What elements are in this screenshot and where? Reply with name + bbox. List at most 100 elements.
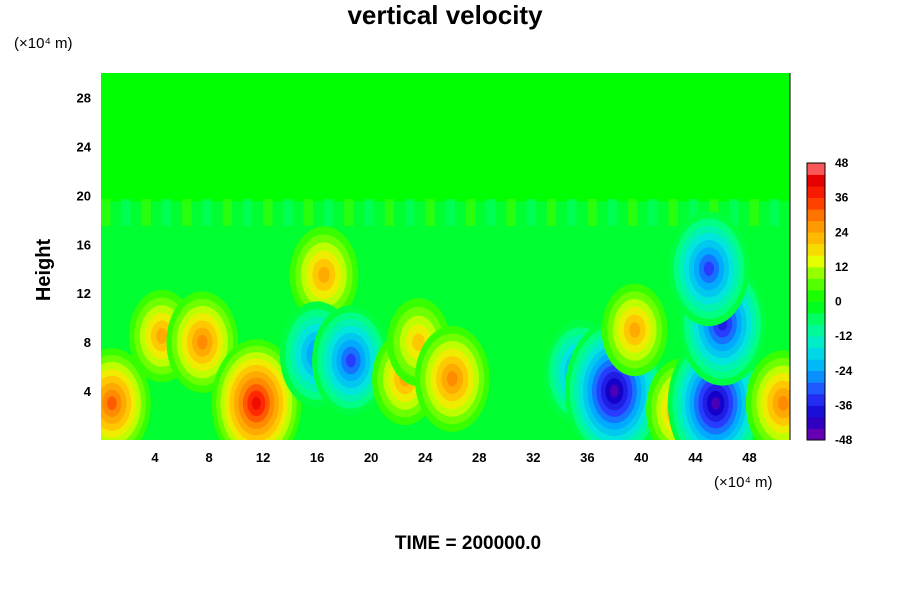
colorbar-tick-label: 48 bbox=[835, 156, 849, 170]
wave-streak bbox=[425, 199, 435, 226]
y-tick-label: 20 bbox=[77, 188, 91, 203]
wave-streak bbox=[303, 199, 314, 226]
wave-streak bbox=[445, 199, 455, 226]
wave-streak bbox=[668, 199, 678, 226]
colorbar-band bbox=[807, 289, 825, 302]
wave-streak bbox=[546, 199, 557, 226]
wave-streak bbox=[384, 199, 395, 226]
colorbar-band bbox=[807, 313, 825, 325]
updraft-cell bbox=[211, 339, 302, 440]
wave-streak bbox=[769, 199, 780, 226]
wave-streak bbox=[688, 199, 699, 226]
colorbar-band bbox=[807, 186, 825, 199]
x-tick-label: 12 bbox=[256, 450, 270, 465]
x-tick-label: 20 bbox=[364, 450, 378, 465]
colorbar-tick-label: 12 bbox=[835, 260, 849, 274]
x-tick-label: 40 bbox=[634, 450, 648, 465]
colorbar-band bbox=[807, 197, 825, 210]
wave-streak bbox=[323, 199, 334, 226]
wave-streak bbox=[486, 199, 496, 226]
wave-streak bbox=[465, 199, 476, 226]
colorbar-tick-label: 0 bbox=[835, 295, 842, 309]
updraft-cell bbox=[601, 283, 668, 377]
wave-streak bbox=[283, 199, 293, 226]
x-tick-label: 36 bbox=[580, 450, 594, 465]
wave-streak bbox=[121, 199, 131, 226]
colorbar-tick-label: -12 bbox=[835, 329, 853, 343]
y-tick-labels: 4 8 12 16 20 24 28 bbox=[77, 90, 92, 399]
chart-title: vertical velocity bbox=[347, 0, 543, 30]
wave-streak bbox=[161, 199, 172, 226]
contour-level bbox=[703, 261, 714, 276]
colorbar: 48 36 24 12 0 -12 -24 -36 -48 bbox=[806, 156, 853, 447]
x-tick-label: 8 bbox=[205, 450, 212, 465]
wave-streak bbox=[607, 199, 618, 226]
wave-streak bbox=[526, 199, 537, 226]
contour-level bbox=[629, 322, 641, 338]
contour-level bbox=[251, 396, 261, 410]
time-label: TIME = 200000.0 bbox=[395, 533, 541, 554]
wave-streak bbox=[263, 199, 273, 226]
wave-streak bbox=[141, 199, 151, 226]
wave-streak bbox=[506, 199, 516, 226]
wave-streak bbox=[242, 199, 253, 226]
wave-streak bbox=[101, 199, 111, 226]
wave-streak bbox=[587, 199, 597, 226]
wave-streak bbox=[182, 199, 192, 226]
colorbar-band bbox=[807, 174, 825, 187]
wave-streak bbox=[567, 199, 577, 226]
colorbar-band bbox=[807, 266, 825, 279]
plot-area bbox=[101, 73, 791, 440]
updraft-cell bbox=[166, 291, 239, 393]
updraft-cell bbox=[101, 348, 151, 440]
x-tick-label: 16 bbox=[310, 450, 324, 465]
contour-level bbox=[609, 384, 619, 398]
y-tick-label: 28 bbox=[77, 90, 91, 105]
updraft-cell bbox=[289, 226, 359, 324]
x-tick-label: 48 bbox=[742, 450, 756, 465]
colorbar-band bbox=[807, 405, 825, 418]
x-tick-label: 32 bbox=[526, 450, 540, 465]
y-tick-label: 4 bbox=[84, 384, 92, 399]
downdraft-cell bbox=[312, 305, 390, 416]
colorbar-band bbox=[807, 301, 825, 314]
colorbar-tick-label: -24 bbox=[835, 364, 853, 378]
wave-streak bbox=[202, 199, 212, 226]
colorbar-band bbox=[807, 209, 825, 222]
contour-level bbox=[106, 396, 117, 411]
wave-streak bbox=[222, 199, 233, 226]
x-tick-labels: 4 8 12 16 20 24 28 32 36 40 44 48 bbox=[151, 450, 756, 465]
colorbar-bands bbox=[807, 163, 825, 441]
updraft-cell bbox=[745, 350, 790, 440]
wave-streak bbox=[344, 199, 354, 226]
colorbar-tick-label: -48 bbox=[835, 433, 853, 447]
colorbar-band bbox=[807, 278, 825, 291]
colorbar-band bbox=[807, 336, 825, 349]
x-tick-label: 28 bbox=[472, 450, 486, 465]
wave-streak bbox=[648, 199, 658, 226]
x-tick-label: 4 bbox=[151, 450, 159, 465]
updraft-cell bbox=[414, 325, 490, 432]
colorbar-tick-label: 24 bbox=[835, 225, 849, 239]
x-tick-label: 24 bbox=[418, 450, 433, 465]
y-axis-label: Height bbox=[33, 239, 55, 302]
colorbar-band bbox=[807, 416, 825, 429]
colorbar-band bbox=[807, 428, 825, 441]
y-unit-label: (×10⁴ m) bbox=[14, 35, 73, 52]
wave-streak bbox=[729, 199, 739, 226]
y-tick-label: 16 bbox=[77, 237, 91, 252]
wave-streak bbox=[749, 199, 759, 226]
y-tick-label: 24 bbox=[77, 139, 92, 154]
wave-streak bbox=[404, 199, 415, 226]
colorbar-band bbox=[807, 359, 825, 372]
colorbar-band bbox=[807, 220, 825, 233]
contour-level bbox=[156, 328, 168, 344]
y-tick-label: 12 bbox=[77, 286, 91, 301]
colorbar-tick-label: 36 bbox=[835, 191, 849, 205]
wave-streak bbox=[627, 199, 638, 226]
contour-level bbox=[346, 353, 356, 368]
x-unit-label: (×10⁴ m) bbox=[714, 474, 773, 491]
colorbar-band bbox=[807, 324, 825, 337]
colorbar-band bbox=[807, 232, 825, 245]
